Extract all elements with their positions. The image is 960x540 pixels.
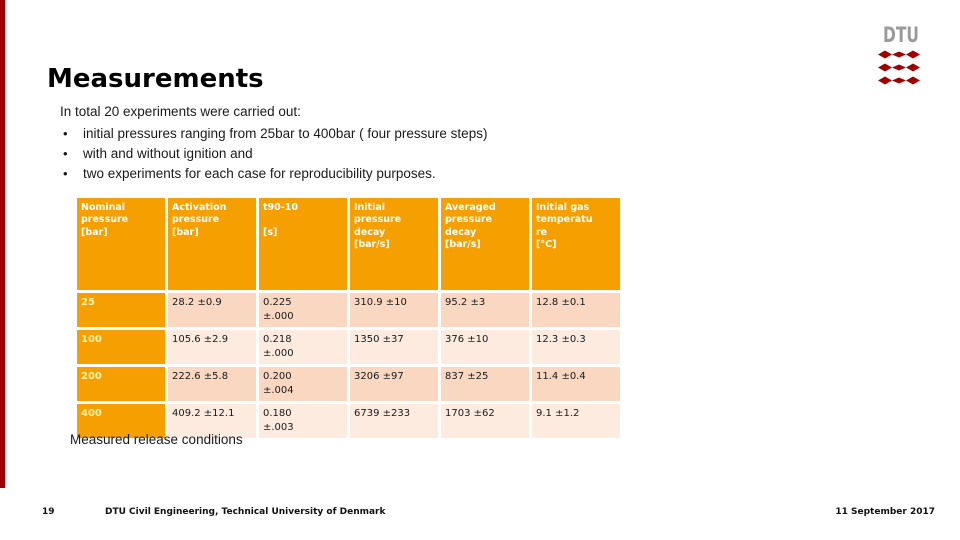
table-cell: 6739 ±233: [350, 404, 438, 438]
page-number: 19: [42, 507, 55, 517]
bullet-icon: •: [63, 166, 68, 181]
table-cell: 1350 ±37: [350, 330, 438, 364]
table-cell: 310.9 ±10: [350, 293, 438, 327]
table-row: 400 409.2 ±12.1 0.180 ±.003 6739 ±233 17…: [77, 404, 620, 438]
table-cell: 0.180 ±.003: [259, 404, 347, 438]
bullet-text: initial pressures ranging from 25bar to …: [83, 126, 488, 141]
table-cell: 12.3 ±0.3: [532, 330, 620, 364]
table-header-row: Nominal pressure [bar] Activation pressu…: [77, 198, 620, 290]
dtu-wave-icon: [878, 50, 920, 85]
table-cell: 95.2 ±3: [441, 293, 529, 327]
table-cell: 376 ±10: [441, 330, 529, 364]
list-item: • two experiments for each case for repr…: [63, 164, 487, 184]
column-header: Initial pressure decay [bar/s]: [350, 198, 438, 290]
list-item: • initial pressures ranging from 25bar t…: [63, 124, 487, 144]
table-cell: 409.2 ±12.1: [168, 404, 256, 438]
table-cell: 837 ±25: [441, 367, 529, 401]
table-cell: 11.4 ±0.4: [532, 367, 620, 401]
table-cell: 28.2 ±0.9: [168, 293, 256, 327]
row-header-cell: 200: [77, 367, 165, 401]
table-cell: 1703 ±62: [441, 404, 529, 438]
table-row: 200 222.6 ±5.8 0.200 ±.004 3206 ±97 837 …: [77, 367, 620, 401]
bullet-text: two experiments for each case for reprod…: [83, 166, 436, 181]
column-header: Averaged pressure decay [bar/s]: [441, 198, 529, 290]
left-accent-bar: [0, 0, 5, 488]
list-item: • with and without ignition and: [63, 144, 487, 164]
row-header-cell: 25: [77, 293, 165, 327]
dtu-logo-text: DTU: [883, 23, 919, 47]
table-cell: 222.6 ±5.8: [168, 367, 256, 401]
column-header: Initial gas temperatu re [°C]: [532, 198, 620, 290]
column-header: t90-10 [s]: [259, 198, 347, 290]
table-row: 25 28.2 ±0.9 0.225 ±.000 310.9 ±10 95.2 …: [77, 293, 620, 327]
footer-department: DTU Civil Engineering, Technical Univers…: [105, 507, 386, 517]
table-cell: 12.8 ±0.1: [532, 293, 620, 327]
dtu-logo: DTU: [878, 23, 920, 85]
table-cell: 0.200 ±.004: [259, 367, 347, 401]
table-caption: Measured release conditions: [70, 432, 243, 447]
column-header: Nominal pressure [bar]: [77, 198, 165, 290]
table-cell: 3206 ±97: [350, 367, 438, 401]
footer-date: 11 September 2017: [835, 507, 935, 517]
bullet-icon: •: [63, 146, 68, 161]
row-header-cell: 100: [77, 330, 165, 364]
measurements-table: Nominal pressure [bar] Activation pressu…: [74, 195, 623, 441]
row-header-cell: 400: [77, 404, 165, 438]
intro-text: In total 20 experiments were carried out…: [60, 104, 301, 119]
table-row: 100 105.6 ±2.9 0.218 ±.000 1350 ±37 376 …: [77, 330, 620, 364]
page-title: Measurements: [47, 64, 264, 94]
table-cell: 9.1 ±1.2: [532, 404, 620, 438]
table-cell: 0.218 ±.000: [259, 330, 347, 364]
table-cell: 105.6 ±2.9: [168, 330, 256, 364]
column-header: Activation pressure [bar]: [168, 198, 256, 290]
bullet-text: with and without ignition and: [83, 146, 253, 161]
table-cell: 0.225 ±.000: [259, 293, 347, 327]
bullet-icon: •: [63, 126, 68, 141]
bullet-list: • initial pressures ranging from 25bar t…: [63, 124, 487, 184]
